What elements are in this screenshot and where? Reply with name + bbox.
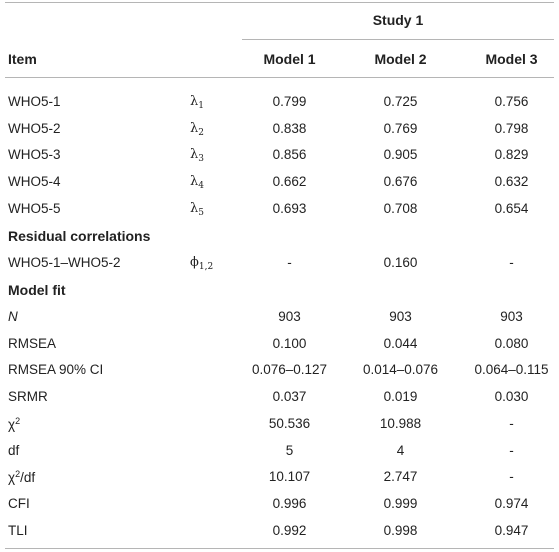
fit-label: SRMR	[8, 389, 48, 404]
model-2-value: 0.676	[383, 174, 418, 189]
model-1-value: 10.107	[268, 469, 311, 484]
model-1-value: 50.536	[268, 416, 311, 431]
model-3-value: 0.829	[494, 147, 529, 162]
model-3-value: 0.654	[494, 201, 529, 216]
fit-label: χ2/df	[8, 469, 36, 485]
fit-section-heading: Model fit	[8, 282, 66, 298]
item-column-header: Item	[8, 51, 37, 67]
bottom-rule	[5, 548, 554, 549]
header-rule	[5, 77, 554, 78]
model-2-value: 10.988	[379, 416, 422, 431]
model-1-value: 0.100	[272, 336, 307, 351]
fit-label: RMSEA 90% CI	[8, 362, 104, 377]
item-label: WHO5-2	[8, 121, 61, 136]
item-label: WHO5-1	[8, 94, 61, 109]
model-1-value: 0.037	[272, 389, 307, 404]
model-2-value: 0.708	[383, 201, 418, 216]
model-1-value: 0.838	[272, 121, 307, 136]
model-3-value: -	[509, 255, 514, 270]
model-3-value: 0.030	[494, 389, 529, 404]
model-3-value: -	[509, 469, 514, 484]
model-2-value: 0.044	[383, 336, 418, 351]
lambda-symbol: λ5	[190, 201, 204, 218]
model-3-value: 0.947	[494, 523, 529, 538]
model-2-value: 0.014–0.076	[362, 362, 439, 377]
fit-label: TLI	[8, 523, 28, 538]
model-1-value: -	[287, 255, 292, 270]
group-header: Study 1	[372, 12, 424, 28]
item-label: WHO5-4	[8, 174, 61, 189]
fit-label: CFI	[8, 496, 30, 511]
model-2-value: 4	[396, 443, 405, 458]
residual-section-heading: Residual correlations	[8, 228, 151, 244]
model-2-header: Model 2	[374, 51, 427, 67]
model-1-header: Model 1	[263, 51, 316, 67]
model-3-value: 0.798	[494, 121, 529, 136]
lambda-symbol: λ1	[190, 94, 204, 111]
model-1-value: 0.856	[272, 147, 307, 162]
lambda-symbol: λ4	[190, 174, 204, 191]
model-3-value: -	[509, 416, 514, 431]
model-1-value: 0.662	[272, 174, 307, 189]
model-2-value: 0.160	[383, 255, 418, 270]
phi-symbol: ϕ1,2	[190, 255, 214, 272]
model-1-value: 903	[278, 309, 301, 324]
item-label: WHO5-5	[8, 201, 61, 216]
model-2-value: 2.747	[383, 469, 418, 484]
item-label: WHO5-3	[8, 147, 61, 162]
fit-label: N	[8, 309, 18, 324]
model-1-value: 0.992	[272, 523, 307, 538]
model-2-value: 0.905	[383, 147, 418, 162]
item-label: WHO5-1–WHO5-2	[8, 255, 121, 270]
model-1-value: 0.799	[272, 94, 307, 109]
model-2-value: 0.725	[383, 94, 418, 109]
fit-label: χ2	[8, 416, 21, 432]
lambda-symbol: λ2	[190, 121, 204, 138]
model-1-value: 0.693	[272, 201, 307, 216]
model-2-value: 0.769	[383, 121, 418, 136]
lambda-symbol: λ3	[190, 147, 204, 164]
model-2-value: 0.998	[383, 523, 418, 538]
fit-label: RMSEA	[8, 336, 57, 351]
group-rule	[242, 39, 554, 40]
model-3-header: Model 3	[485, 51, 538, 67]
model-1-value: 0.996	[272, 496, 307, 511]
top-rule	[5, 2, 554, 3]
fit-label: df	[8, 443, 20, 458]
model-2-value: 903	[389, 309, 412, 324]
model-1-value: 0.076–0.127	[251, 362, 328, 377]
model-3-value: 0.974	[494, 496, 529, 511]
model-2-value: 0.019	[383, 389, 418, 404]
model-3-value: 0.756	[494, 94, 529, 109]
model-2-value: 0.999	[383, 496, 418, 511]
model-3-value: 903	[500, 309, 523, 324]
model-3-value: -	[509, 443, 514, 458]
model-3-value: 0.080	[494, 336, 529, 351]
model-3-value: 0.064–0.115	[474, 362, 549, 377]
model-1-value: 5	[285, 443, 294, 458]
model-3-value: 0.632	[494, 174, 529, 189]
